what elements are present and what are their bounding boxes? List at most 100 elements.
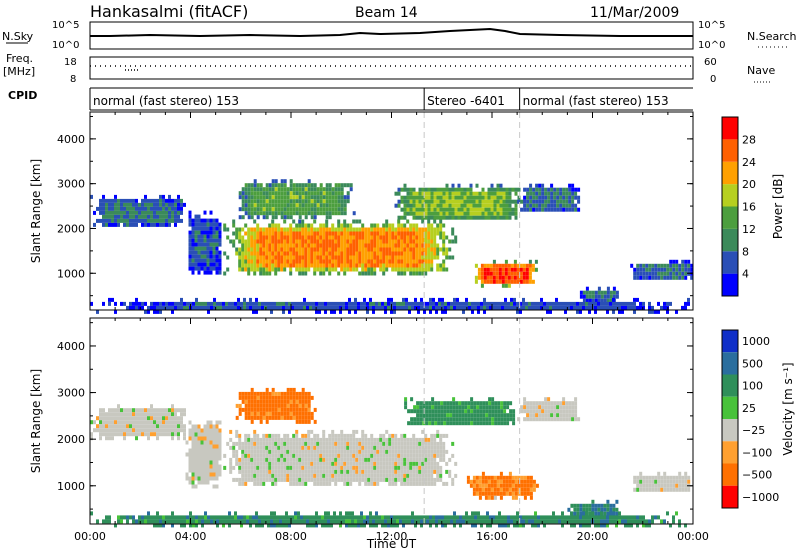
y-tick-label: 1000 [57,480,85,493]
colorbar-segment [722,330,738,353]
colorbar-frame [721,116,739,297]
y-tick-label: 3000 [57,178,85,191]
freq-label: Freq. [6,52,33,65]
nave-top-tick: 60 [704,57,717,68]
echo-region [185,420,222,489]
nsearch-bottom-tick: 10^0 [698,40,725,51]
echo-region [188,210,222,275]
colorbar-frame [721,329,739,509]
nave-label: Nave [747,64,775,77]
y-tick-label: 4000 [57,133,85,146]
colorbar-tick-label: 24 [742,156,756,169]
colorbar-segment [722,419,738,442]
x-tick-label: 20:00 [577,530,609,543]
colorbar-tick-label: −25 [742,424,765,437]
colorbar-segment [722,463,738,486]
nave-bottom-tick: 0 [710,74,716,85]
colorbar-tick-label: 1000 [742,335,770,348]
echo-region [223,219,458,276]
echo-region [90,511,687,528]
colorbar-segment [722,161,738,185]
colorbar-tick-label: 100 [742,380,763,393]
colorbar-segment [722,485,738,508]
echo-region [474,259,538,288]
date-label: 11/Mar/2009 [590,5,679,21]
echo-region [223,429,458,486]
freq-top-tick: 18 [64,57,77,68]
x-tick-label: 00:00 [677,530,709,543]
colorbar-segment [722,228,738,252]
colorbar-label: Power [dB] [771,174,785,239]
colorbar-segment [722,273,738,296]
echo-region [235,387,317,424]
freq-strip-frame [89,56,694,80]
y-axis-label: Slant Range [km] [29,369,43,473]
y-tick-label: 3000 [57,387,85,400]
nsearch-top-tick: 10^5 [698,20,725,31]
panels: 1000 2000 3000 4000 Slant Range [km] 4 8 12 16 20… [29,111,795,551]
echo-region [90,404,186,441]
velocity-colorbar: 1000 500 100 25 −25 −100 −500 −1000 Velocity [m … [721,329,795,509]
y-tick-label: 1000 [57,267,85,280]
colorbar-segment [722,206,738,229]
y-axis-label: Slant Range [km] [29,159,43,263]
y-tick-label: 2000 [57,433,85,446]
echo-region [394,183,524,220]
x-axis-label: Time UT [366,537,417,551]
nsky-bottom-tick: 10^0 [52,40,79,51]
colorbar-segment [722,251,738,274]
beam-label: Beam 14 [355,5,418,21]
x-tick-label: 12:00 [376,530,408,543]
colorbar-tick-label: 28 [742,133,756,146]
colorbar-label: Velocity [m s⁻¹] [781,362,795,455]
y-tick-label: 4000 [57,340,85,353]
power-panel: 1000 2000 3000 4000 Slant Range [km] 4 8 12 16 20… [29,111,785,314]
colorbar-segment [722,374,738,397]
colorbar-tick-label: −100 [742,446,772,459]
colorbar-tick-label: 16 [742,201,756,214]
x-tick-label: 04:00 [175,530,207,543]
nsky-top-tick: 10^5 [52,20,79,31]
echo-region [517,397,581,422]
nsearch-label: N.Search [747,30,797,43]
cpid-mode-label: normal (fast stereo) 153 [93,94,239,108]
colorbar-tick-label: 8 [742,245,749,258]
colorbar-segment [722,441,738,464]
echo-region [404,397,516,426]
colorbar-tick-label: 12 [742,223,756,236]
colorbar-segment [722,139,738,162]
colorbar-tick-label: 25 [742,402,756,415]
velocity-panel: 1000 2000 3000 4000 00:00 04:00 08:00 12:00 16:0… [29,317,795,551]
colorbar-tick-label: 20 [742,178,756,191]
power-colorbar: 4 8 12 16 20 24 28 Power [dB] [721,116,785,297]
colorbar-segment [722,352,738,375]
colorbar-tick-label: 4 [742,268,749,281]
nsky-label: N.Sky [2,30,34,43]
colorbar-segment [722,117,738,140]
colorbar-tick-label: −1000 [742,491,779,504]
colorbar-tick-label: 500 [742,357,763,370]
y-tick-label: 2000 [57,222,85,235]
echo-region [630,259,694,280]
cpid-label: CPID [8,89,37,102]
echo-region [466,471,539,500]
nsky-trace [90,27,693,38]
cpid-mode-label: normal (fast stereo) 153 [523,94,669,108]
echo-region [90,194,186,227]
x-tick-label: 08:00 [275,530,307,543]
cpid-strip: normal (fast stereo) 153 Stereo -6401 norm… [89,87,693,111]
station-title: Hankasalmi (fitACF) [90,2,248,21]
echo-region [633,471,691,492]
echo-region [238,179,356,220]
echo-region [517,183,581,212]
colorbar-tick-label: −500 [742,469,772,482]
echo-region [567,499,619,516]
x-tick-label: 16:00 [476,530,508,543]
freq-bottom-tick: 8 [70,74,76,85]
colorbar-segment [722,184,738,207]
colorbar-segment [722,396,738,419]
x-tick-label: 00:00 [74,530,106,543]
cpid-mode-label: Stereo -6401 [427,94,505,108]
freq-unit: [MHz] [3,65,35,78]
